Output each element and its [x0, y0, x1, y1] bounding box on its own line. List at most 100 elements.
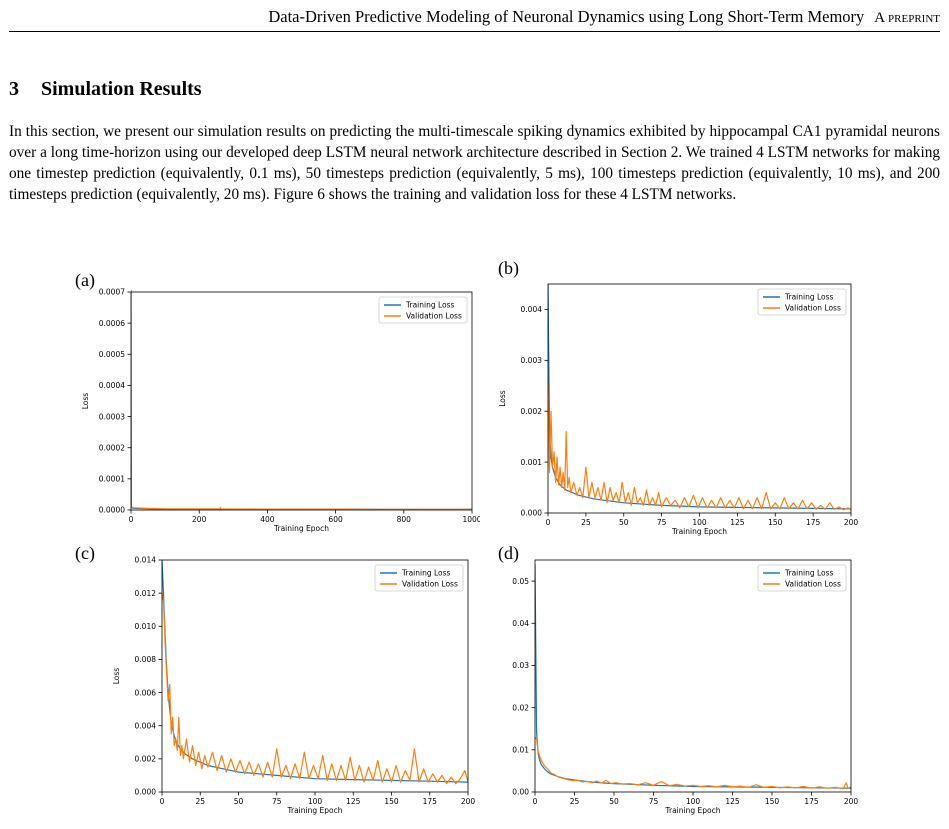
x-tick-label: 150 — [768, 518, 783, 527]
x-axis-label: Training Epoch — [665, 806, 721, 815]
y-tick-label: 0.03 — [512, 661, 529, 670]
section-number: 3 — [9, 78, 19, 100]
training-loss-line — [162, 559, 468, 783]
panel-label: (a) — [75, 270, 95, 290]
x-tick-label: 150 — [384, 797, 399, 806]
y-tick-label: 0.003 — [521, 356, 543, 365]
x-tick-label: 25 — [195, 797, 205, 806]
y-tick-label: 0.0007 — [99, 288, 125, 297]
y-tick-label: 0.0002 — [99, 443, 125, 452]
header-tag: A preprint — [874, 10, 940, 26]
y-tick-label: 0.01 — [512, 746, 529, 755]
y-tick-label: 0.04 — [512, 619, 529, 628]
y-tick-label: 0.000 — [521, 509, 543, 518]
panel-label: (c) — [75, 543, 95, 563]
x-tick-label: 600 — [328, 515, 343, 524]
figure-panel-c: (c) 0 25 50 75 100 125 150 175 200 0.000 0.002 0.00… — [75, 543, 480, 824]
x-axis-label: Training Epoch — [287, 806, 343, 815]
x-tick-label: 25 — [581, 518, 591, 527]
x-tick-label: 800 — [397, 515, 412, 524]
x-tick-label: 125 — [346, 797, 361, 806]
x-tick-label: 75 — [657, 518, 667, 527]
chart-b: 0 25 50 75 100 125 150 175 200 0.000 0.001 0.002 0.0… — [498, 283, 859, 536]
x-axis-label: Training Epoch — [273, 524, 329, 533]
section-heading: 3 Simulation Results — [9, 78, 202, 101]
x-tick-label: 175 — [804, 797, 819, 806]
x-tick-label: 0 — [129, 515, 134, 524]
x-tick-label: 50 — [619, 518, 629, 527]
legend-label: Validation Loss — [785, 580, 841, 589]
validation-loss-line — [548, 380, 851, 511]
plot-frame — [534, 559, 852, 793]
x-tick-label: 50 — [609, 797, 619, 806]
y-axis-label: Loss — [492, 668, 494, 685]
y-axis-label: Loss — [498, 390, 507, 407]
y-tick-label: 0.004 — [521, 305, 543, 314]
validation-loss-line — [131, 505, 472, 510]
y-tick-label: 0.02 — [512, 703, 529, 712]
x-tick-label: 200 — [461, 797, 476, 806]
y-tick-label: 0.002 — [135, 755, 157, 764]
section-title: Simulation Results — [41, 78, 202, 100]
y-tick-label: 0.05 — [512, 577, 529, 586]
x-tick-label: 0 — [546, 518, 551, 527]
validation-loss-line — [535, 736, 851, 790]
legend-label: Training Loss — [784, 569, 834, 578]
y-tick-label: 0.0004 — [99, 381, 125, 390]
y-tick-label: 0.014 — [135, 556, 157, 565]
legend-label: Validation Loss — [402, 580, 458, 589]
chart-a: 0 200 400 600 800 1000 0.0000 0.0001 0.0002 0.000… — [81, 288, 482, 533]
y-tick-label: 0.0000 — [99, 506, 125, 515]
x-tick-label: 125 — [730, 518, 745, 527]
x-tick-label: 100 — [686, 797, 701, 806]
y-tick-label: 0.0001 — [99, 475, 125, 484]
x-tick-label: 50 — [234, 797, 244, 806]
y-tick-label: 0.000 — [135, 788, 157, 797]
legend-label: Validation Loss — [785, 304, 841, 313]
y-tick-label: 0.010 — [135, 622, 157, 631]
x-tick-label: 1000 — [462, 515, 480, 524]
y-tick-label: 0.0005 — [99, 350, 125, 359]
x-tick-label: 200 — [844, 518, 859, 527]
y-tick-label: 0.002 — [521, 407, 543, 416]
header-title: Data-Driven Predictive Modeling of Neuro… — [268, 7, 865, 26]
y-tick-label: 0.004 — [135, 721, 157, 730]
figure-panel-b: (b) 0 25 50 75 100 125 150 175 200 0.000 0.001 0.00… — [492, 258, 897, 545]
x-tick-label: 175 — [423, 797, 438, 806]
body-paragraph: In this section, we present our simulati… — [9, 123, 940, 203]
header-text: Data-Driven Predictive Modeling of Neuro… — [268, 7, 940, 27]
y-tick-label: 0.008 — [135, 655, 157, 664]
chart-c: 0 25 50 75 100 125 150 175 200 0.000 0.002 0.004 0.0… — [112, 556, 476, 815]
running-header: Data-Driven Predictive Modeling of Neuro… — [0, 0, 949, 40]
x-tick-label: 0 — [160, 797, 165, 806]
panel-label: (d) — [498, 543, 519, 563]
panel-label: (b) — [498, 258, 519, 278]
x-tick-label: 200 — [192, 515, 207, 524]
x-tick-label: 75 — [649, 797, 659, 806]
x-axis-label: Training Epoch — [671, 527, 727, 536]
y-tick-label: 0.012 — [135, 589, 157, 598]
plot-frame — [547, 283, 852, 514]
y-tick-label: 0.006 — [135, 688, 157, 697]
x-tick-label: 175 — [806, 518, 821, 527]
y-tick-label: 0.00 — [512, 788, 529, 797]
x-tick-label: 0 — [533, 797, 538, 806]
plot-frame — [130, 291, 473, 511]
legend-label: Training Loss — [784, 293, 834, 302]
x-tick-label: 200 — [844, 797, 859, 806]
training-loss-line — [535, 564, 851, 789]
x-tick-label: 150 — [765, 797, 780, 806]
y-axis-label: Loss — [81, 393, 90, 410]
header-rule — [9, 31, 940, 32]
x-tick-label: 100 — [692, 518, 707, 527]
chart-d: 0 25 50 75 100 125 150 175 200 0.00 0.01 0.02 0.03 0.… — [485, 559, 859, 815]
legend-label: Training Loss — [405, 301, 455, 310]
y-axis-label: Loss — [112, 668, 121, 685]
x-tick-label: 125 — [725, 797, 740, 806]
validation-loss-line — [162, 592, 468, 785]
x-tick-label: 100 — [308, 797, 323, 806]
legend-label: Training Loss — [401, 569, 451, 578]
x-tick-label: 75 — [272, 797, 282, 806]
training-loss-line — [548, 283, 851, 510]
y-tick-label: 0.0006 — [99, 319, 125, 328]
